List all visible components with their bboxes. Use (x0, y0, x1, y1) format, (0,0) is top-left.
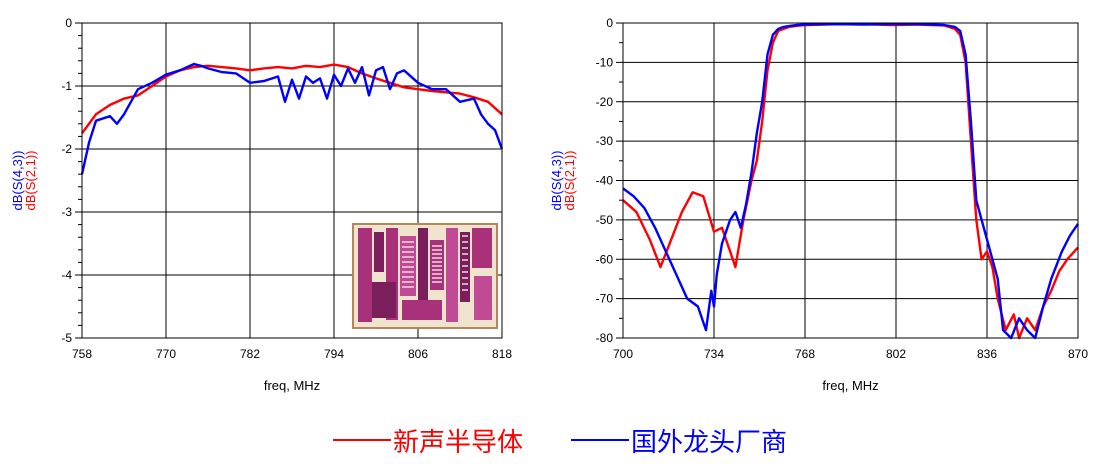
chip-resonator-block (446, 228, 458, 322)
y-axis-series-label: dB(S(4,3)) (549, 151, 564, 211)
chart-right-x-ticks: 700 734 768 802 836 870 (613, 347, 1088, 361)
chart-left-x-ticks: 758 770 782 794 806 818 (72, 347, 512, 361)
legend-item-foreign-leader: 国外龙头厂商 (571, 422, 787, 459)
chip-resonator-block (418, 228, 428, 320)
y-tick-label: -3 (61, 205, 72, 219)
chip-die-photo (352, 223, 498, 329)
y-axis-series-label: dB(S(4,3)) (10, 151, 25, 211)
x-tick-label: 818 (492, 347, 512, 361)
y-tick-label: -1 (61, 79, 72, 93)
y-tick-label: -20 (596, 95, 614, 109)
chip-resonator-block (400, 236, 416, 296)
y-tick-label: 0 (606, 16, 613, 30)
legend-line-red (332, 439, 391, 441)
y-axis-series-label: dB(S(2,1)) (562, 151, 577, 211)
legend: 新声半导体 国外龙头厂商 (0, 420, 1120, 460)
chart-right-x-axis-label: freq, MHz (822, 378, 878, 393)
x-tick-label: 806 (408, 347, 428, 361)
legend-item-xinsheng: 新声半导体 (332, 422, 523, 459)
chart-right-grid (622, 22, 1079, 339)
series-line-dB(S(4,3)) (80, 62, 504, 175)
x-tick-label: 782 (240, 347, 260, 361)
chip-resonator-block (372, 282, 396, 318)
x-tick-label: 768 (795, 347, 815, 361)
chip-resonator-block (374, 232, 384, 272)
legend-label-foreign-leader: 国外龙头厂商 (631, 427, 788, 458)
chip-resonator-block (460, 232, 470, 302)
chip-resonator-block (402, 300, 442, 320)
y-axis-series-label: dB(S(2,1)) (23, 151, 38, 211)
y-tick-label: -50 (596, 213, 614, 227)
chip-resonator-block (474, 276, 492, 320)
y-tick-label: -10 (596, 55, 614, 69)
chart-left-series (80, 62, 504, 175)
y-tick-label: -5 (61, 331, 72, 345)
x-tick-label: 700 (613, 347, 633, 361)
x-tick-label: 836 (977, 347, 997, 361)
chart-right-series (622, 23, 1079, 340)
chip-resonator-block (358, 228, 372, 322)
charts-canvas: 0 -1 -2 -3 -4 -5 758 770 782 794 806 818 freq, MHz… (10, 16, 1088, 393)
series-line-dB(S(2,1)) (81, 63, 503, 135)
x-tick-label: 870 (1068, 347, 1088, 361)
series-line-dB(S(2,1)) (622, 23, 1079, 340)
series-line-dB(S(4,3)) (622, 23, 1079, 340)
chart-left-s-parameters-passband: 0 -1 -2 -3 -4 -5 758 770 782 794 806 818 freq, MHz… (10, 16, 512, 393)
chart-left-y-ticks: 0 -1 -2 -3 -4 -5 (61, 16, 82, 345)
y-tick-label: -2 (61, 142, 72, 156)
y-tick-label: -30 (596, 134, 614, 148)
y-tick-label: -70 (596, 292, 614, 306)
y-tick-label: -80 (596, 331, 614, 345)
chart-right-s-parameters-wideband: 0 -10 -20 -30 -40 -50 -60 -70 -80 700 734 768 802 83… (549, 16, 1088, 393)
legend-label-xinsheng: 新声半导体 (392, 427, 523, 458)
chart-left-y-axis-labels: dB(S(4,3))dB(S(2,1)) (10, 151, 38, 211)
chart-left-plot-frame (81, 22, 503, 339)
chip-resonator-block (472, 228, 492, 268)
chart-right-y-axis-labels: dB(S(4,3))dB(S(2,1)) (549, 151, 577, 211)
y-tick-label: -4 (61, 268, 72, 282)
chart-right-y-ticks: 0 -10 -20 -30 -40 -50 -60 -70 -80 (596, 16, 623, 345)
y-tick-label: -60 (596, 252, 614, 266)
chart-left-x-axis-label: freq, MHz (264, 378, 320, 393)
chart-right-plot-frame (622, 22, 1079, 339)
x-tick-label: 802 (886, 347, 906, 361)
x-tick-label: 794 (324, 347, 344, 361)
legend-line-blue (571, 439, 629, 441)
y-tick-label: -40 (596, 174, 614, 188)
x-tick-label: 770 (156, 347, 176, 361)
y-tick-label: 0 (65, 16, 72, 30)
x-tick-label: 758 (72, 347, 92, 361)
x-tick-label: 734 (704, 347, 724, 361)
